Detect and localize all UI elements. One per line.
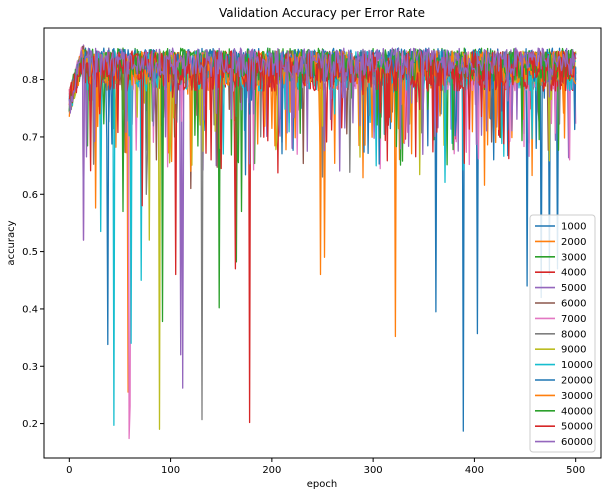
y-tick-label: 0.5 [22, 247, 38, 258]
plot-area [69, 45, 575, 438]
y-tick-label: 0.7 [22, 132, 38, 143]
legend-entry: 20000 [561, 376, 593, 387]
x-tick-label: 0 [66, 465, 72, 476]
y-tick-label: 0.6 [22, 190, 38, 201]
legend-entry: 60000 [561, 437, 593, 448]
legend-entry: 30000 [561, 391, 593, 402]
legend-entry: 2000 [561, 237, 586, 248]
x-tick-label: 300 [364, 465, 383, 476]
legend-entry: 7000 [561, 314, 586, 325]
legend-entry: 8000 [561, 329, 586, 340]
legend-entry: 3000 [561, 252, 586, 263]
x-tick-label: 100 [161, 465, 180, 476]
legend-entry: 4000 [561, 268, 586, 279]
x-tick-label: 200 [262, 465, 281, 476]
x-tick-label: 400 [465, 465, 484, 476]
legend-entry: 1000 [561, 222, 586, 233]
y-tick-label: 0.3 [22, 362, 38, 373]
y-tick-label: 0.4 [22, 304, 38, 315]
legend-entry: 40000 [561, 406, 593, 417]
legend-entry: 9000 [561, 345, 586, 356]
legend: 1000 2000 3000 4000 5000 6000 7000 8000 9000 1000… [530, 215, 595, 452]
legend-entry: 10000 [561, 360, 593, 371]
x-axis-label: epoch [307, 479, 337, 490]
legend-entry: 50000 [561, 422, 593, 433]
y-tick-label: 0.2 [22, 419, 38, 430]
chart-title: Validation Accuracy per Error Rate [219, 6, 425, 20]
legend-entry: 6000 [561, 299, 586, 310]
y-axis-label: accuracy [6, 220, 17, 265]
legend-entry: 5000 [561, 283, 586, 294]
y-tick-label: 0.8 [22, 75, 38, 86]
x-tick-label: 500 [566, 465, 585, 476]
